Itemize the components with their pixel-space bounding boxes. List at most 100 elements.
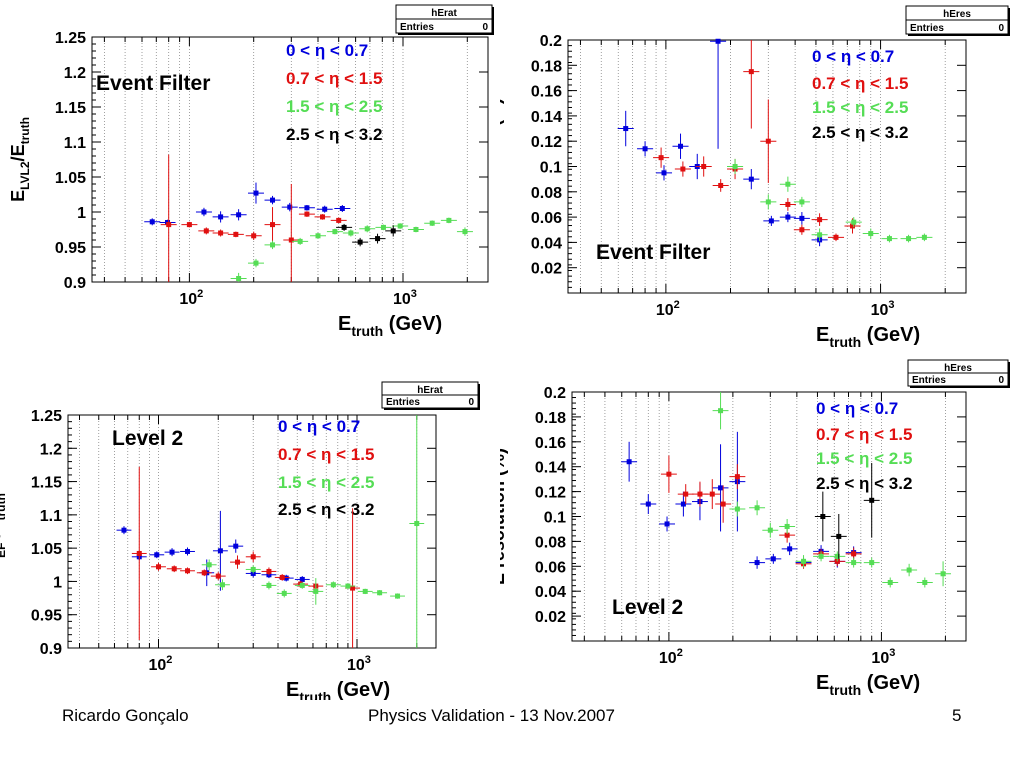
marker	[680, 501, 686, 507]
data-point	[845, 217, 862, 228]
marker	[680, 166, 686, 172]
y-tick-label: 0.14	[531, 109, 562, 126]
marker	[253, 260, 259, 266]
y-axis: 0.9 0.95 1 1.05 1.1 1.15 1.2 1.25	[31, 408, 436, 658]
data-point	[309, 233, 326, 239]
y-tick-label: 1	[77, 205, 86, 222]
panel-label: Event Filter	[96, 72, 210, 95]
data-point	[116, 526, 132, 535]
x-tick-label: 102	[659, 647, 683, 667]
marker	[678, 143, 684, 149]
panel-bottom-right: 0.02 0.04 0.06 0.08 0.1 0.12 0.14 0.16 0.18 0.2 10…	[488, 356, 1024, 700]
y-tick-label: 1.25	[31, 408, 62, 425]
marker	[341, 224, 347, 230]
marker	[266, 582, 272, 588]
stats-box-entries-value: 0	[998, 23, 1004, 34]
data-point	[672, 133, 689, 159]
marker	[270, 242, 276, 248]
y-tick-label: 0.06	[535, 559, 566, 576]
marker	[666, 471, 672, 477]
y-axis-title: ELVL2/Etruth	[8, 117, 32, 202]
stats-box-entries-label: Entries	[400, 22, 434, 33]
data-point	[424, 220, 441, 226]
marker	[886, 236, 892, 242]
x-axis-title-sub: truth	[829, 334, 861, 350]
data-point	[230, 272, 247, 282]
plot-frame	[567, 39, 967, 294]
data-point	[729, 464, 746, 490]
marker	[748, 176, 754, 182]
chart-level2-energy-resolution: 0.02 0.04 0.06 0.08 0.1 0.12 0.14 0.16 0.18 0.2 10…	[488, 359, 1010, 698]
legend: 0 < η < 0.7 0.7 < η < 1.5 1.5 < η < 2.5 2.5…	[812, 47, 908, 142]
marker	[720, 501, 726, 507]
stats-box-entries-value: 0	[998, 375, 1004, 386]
legend-entry: 1.5 < η < 2.5	[812, 98, 908, 117]
marker	[718, 485, 724, 491]
marker	[397, 223, 403, 229]
x-tick-label: 103	[347, 654, 371, 674]
data-point	[704, 479, 721, 510]
series-2	[712, 392, 952, 588]
marker	[234, 559, 240, 565]
chart-event-filter-energy-resolution: 0.02 0.04 0.06 0.08 0.1 0.12 0.14 0.16 0.18 0.2 10…	[484, 5, 1010, 350]
marker	[154, 552, 160, 558]
panel-label: Event Filter	[596, 241, 710, 264]
x-tick-exponent: 3	[365, 654, 371, 666]
legend-entry: 0 < η < 0.7	[816, 399, 898, 418]
data-point	[283, 184, 300, 282]
stats-box-name: hErat	[431, 8, 457, 19]
data-point	[292, 237, 309, 245]
data-point	[916, 233, 933, 242]
data-point	[863, 557, 880, 568]
y-axis: 0.02 0.04 0.06 0.08 0.1 0.12 0.14 0.16 0.18 0.2	[535, 385, 966, 642]
marker	[715, 38, 721, 44]
marker	[765, 199, 771, 205]
x-axis-title-sub: truth	[299, 689, 331, 700]
marker	[836, 533, 842, 539]
data-point	[695, 156, 712, 177]
data-point	[781, 542, 798, 556]
y-tick-label: 0.12	[531, 134, 562, 151]
y-tick-label: 1.15	[55, 100, 86, 117]
panel-label: Level 2	[112, 427, 183, 450]
marker	[820, 514, 826, 519]
y-tick-label: 1.1	[64, 135, 86, 152]
y-tick-label: 0.08	[531, 185, 562, 202]
data-point	[357, 588, 373, 595]
series-2	[230, 217, 473, 282]
y-axis-title: E resolution (%)	[500, 448, 508, 585]
data-point	[375, 224, 392, 231]
data-point	[245, 551, 261, 563]
data-point	[247, 258, 264, 268]
data-point	[326, 228, 343, 235]
x-axis-title-unit: (GeV)	[861, 324, 920, 346]
legend-entry: 2.5 < η < 3.2	[278, 500, 374, 519]
legend-entry: 2.5 < η < 3.2	[812, 123, 908, 142]
marker	[266, 568, 272, 574]
marker	[642, 146, 648, 152]
x-tick-exponent: 2	[166, 654, 172, 666]
legend-entry: 0 < η < 0.7	[278, 417, 360, 436]
data-point	[308, 578, 324, 605]
marker	[121, 527, 127, 533]
data-point	[180, 567, 195, 575]
marker	[233, 231, 239, 237]
marker	[664, 521, 670, 527]
marker	[887, 579, 893, 585]
marker	[869, 560, 875, 566]
data-point	[281, 202, 298, 212]
data-point	[779, 176, 796, 192]
y-tick-label: 0.1	[540, 160, 562, 177]
data-point	[811, 213, 828, 226]
y-axis: 0.02 0.04 0.06 0.08 0.1 0.12 0.14 0.16 0.18 0.2	[531, 33, 966, 294]
data-point	[881, 234, 898, 243]
y-axis-title-sub: truth	[0, 493, 8, 520]
marker	[320, 214, 326, 220]
marker	[623, 126, 629, 132]
data-point	[298, 211, 315, 217]
marker	[357, 239, 363, 245]
y-axis-title-mid: /E	[8, 144, 28, 161]
